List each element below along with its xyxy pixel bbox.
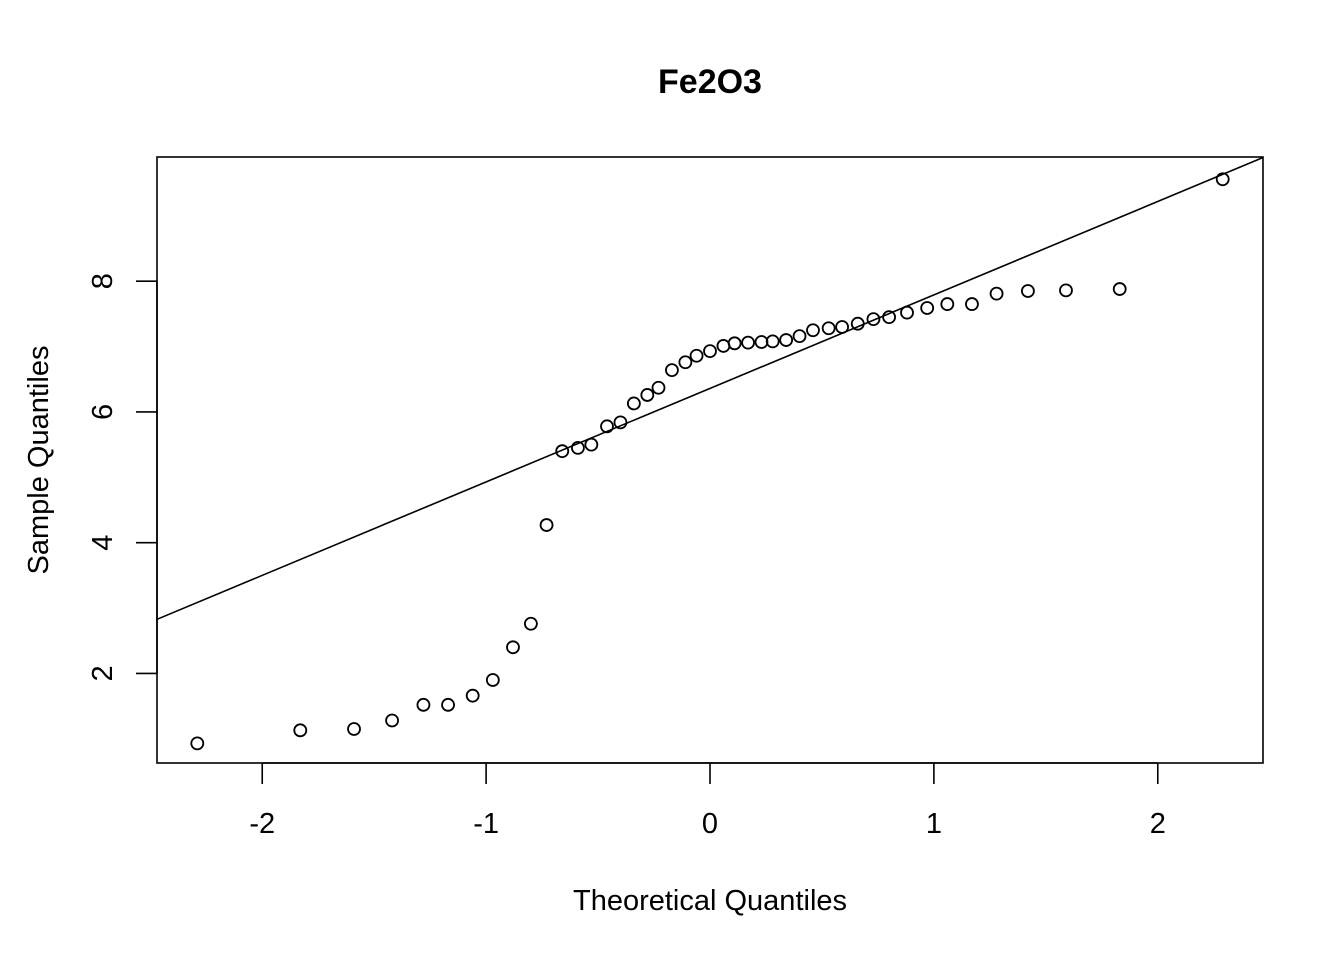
data-point [385, 713, 399, 728]
reference-line-group [157, 157, 1263, 621]
data-point [465, 688, 480, 703]
reference-line [157, 157, 1263, 621]
data-point [347, 722, 361, 736]
data-point [571, 441, 585, 455]
data-point [835, 320, 849, 334]
data-point [806, 323, 820, 338]
data-point [665, 363, 679, 378]
data-point [792, 329, 807, 344]
x-tick-label: 0 [702, 808, 718, 840]
y-axis: 2 4 6 8 [87, 273, 158, 682]
data-point [741, 335, 755, 350]
x-tick-label: -2 [249, 808, 275, 840]
data-point [965, 297, 979, 311]
plot-frame [156, 156, 1264, 764]
data-point [613, 415, 628, 430]
data-point [989, 286, 1004, 301]
data-point [485, 673, 500, 687]
data-point [651, 380, 666, 395]
y-axis-label: Sample Quantiles [23, 346, 55, 575]
x-axis-label: Theoretical Quantiles [573, 885, 847, 917]
data-point [727, 336, 742, 351]
data-point [190, 736, 205, 751]
data-point [716, 339, 731, 353]
chart-title: Fe2O3 [658, 63, 762, 101]
data-point [523, 616, 538, 631]
data-point [539, 518, 554, 532]
y-tick-label: 8 [87, 273, 119, 289]
data-point [506, 640, 520, 655]
data-point [689, 348, 704, 363]
data-point [416, 697, 431, 712]
data-point [821, 321, 836, 336]
data-point [882, 310, 897, 325]
data-points [190, 172, 1230, 751]
data-point [940, 297, 955, 311]
data-point [866, 312, 881, 327]
data-point [920, 301, 935, 315]
x-tick-label: -1 [473, 808, 499, 840]
data-point [1059, 283, 1073, 298]
data-point [900, 305, 914, 320]
x-tick-label: 1 [926, 808, 942, 840]
data-point [293, 723, 308, 738]
data-point [678, 355, 693, 370]
data-point [850, 316, 865, 331]
data-point [779, 333, 794, 347]
y-tick-label: 4 [87, 535, 119, 551]
x-tick-label: 2 [1150, 808, 1166, 840]
x-axis: -2 -1 0 1 2 [249, 762, 1166, 840]
y-tick-label: 2 [87, 665, 119, 681]
data-point [1021, 284, 1035, 298]
data-point [1112, 282, 1127, 296]
data-point [765, 334, 780, 349]
data-point [703, 344, 717, 359]
data-point [584, 437, 599, 452]
y-tick-label: 6 [87, 404, 119, 420]
data-point [640, 388, 655, 402]
data-point [754, 335, 769, 349]
data-point [600, 419, 614, 434]
data-point [441, 697, 455, 712]
data-point [626, 396, 641, 411]
data-point [555, 444, 570, 459]
data-point [1215, 172, 1230, 187]
